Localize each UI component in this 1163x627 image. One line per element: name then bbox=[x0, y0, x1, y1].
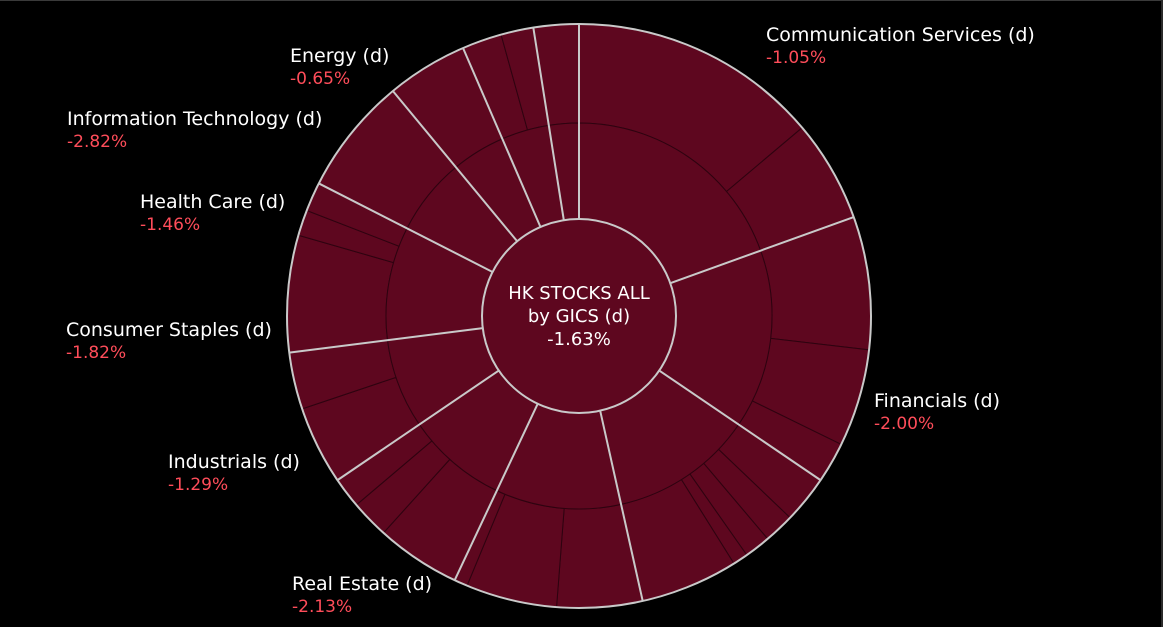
divider-health-care bbox=[336, 369, 500, 481]
top-border bbox=[0, 0, 1163, 1]
label-health-care: Health Care (d) bbox=[140, 191, 285, 213]
middle-ring bbox=[385, 122, 773, 510]
label-information-technology: Information Technology (d) bbox=[67, 108, 322, 130]
value-information-technology: -2.82% bbox=[67, 132, 127, 152]
divider-information-technology bbox=[289, 327, 483, 354]
center-subtitle: by GICS (d) bbox=[528, 306, 630, 327]
sector-labels: Communication Services (d)-1.05% Financia… bbox=[66, 24, 1035, 617]
center-disc[interactable] bbox=[481, 218, 677, 414]
divider-financials bbox=[669, 216, 855, 285]
divider-consumer-discretionary bbox=[532, 27, 565, 221]
value-energy: -0.65% bbox=[290, 69, 350, 89]
divider-materials bbox=[392, 90, 518, 242]
label-real-estate: Real Estate (d) bbox=[292, 573, 432, 595]
divider-energy bbox=[318, 182, 494, 273]
label-communication-services: Communication Services (d) bbox=[766, 24, 1035, 46]
label-consumer-staples: Consumer Staples (d) bbox=[66, 319, 272, 341]
value-health-care: -1.46% bbox=[140, 215, 200, 235]
value-industrials: -1.29% bbox=[168, 475, 228, 495]
divider-utilities bbox=[462, 47, 542, 228]
outer-edge bbox=[286, 23, 872, 609]
value-communication-services: -1.05% bbox=[766, 48, 826, 68]
divider-industrials bbox=[599, 410, 644, 602]
divider-real-estate bbox=[658, 369, 822, 481]
divider-consumer-staples bbox=[453, 403, 539, 581]
sector-dividers bbox=[289, 24, 855, 602]
label-industrials: Industrials (d) bbox=[168, 451, 300, 473]
right-border bbox=[1161, 0, 1163, 627]
center-title: HK STOCKS ALL bbox=[508, 283, 650, 304]
value-financials: -2.00% bbox=[874, 414, 934, 434]
label-financials: Financials (d) bbox=[874, 390, 1000, 412]
value-consumer-staples: -1.82% bbox=[66, 343, 126, 363]
label-energy: Energy (d) bbox=[290, 45, 389, 67]
value-real-estate: -2.13% bbox=[292, 597, 352, 617]
center-value: -1.63% bbox=[547, 329, 611, 350]
